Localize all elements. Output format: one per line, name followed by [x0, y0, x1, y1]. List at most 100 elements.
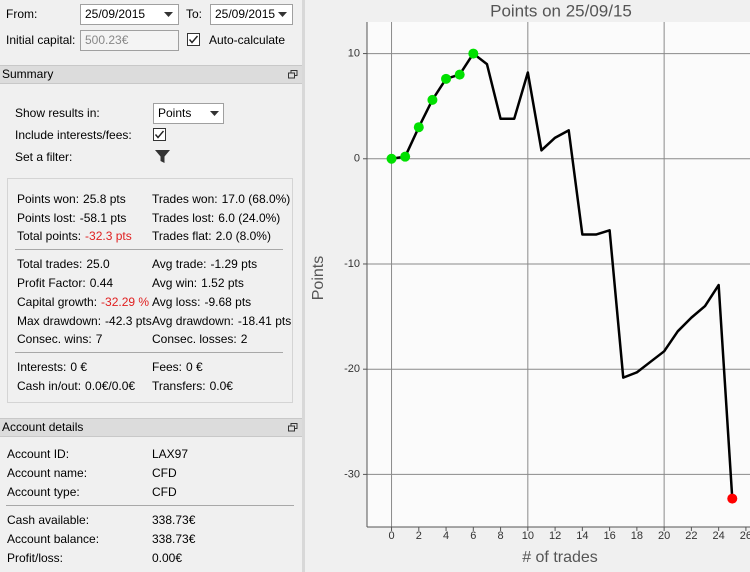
stat-row: Consec. losses: 2 [152, 331, 247, 347]
initial-capital-label: Initial capital: [6, 33, 76, 47]
account-label: Account balance: [7, 532, 100, 546]
x-tick-label: 8 [498, 530, 504, 542]
stat-label: Avg drawdown: [152, 313, 234, 328]
data-point [400, 151, 411, 162]
x-axis-label: # of trades [522, 549, 598, 566]
stat-label: Avg trade: [152, 257, 207, 272]
stat-row: Cash in/out: 0.0€/0.0€ [17, 378, 135, 394]
stat-row: Total points: -32.3 pts [17, 228, 132, 244]
stat-row: Avg win: 1.52 pts [152, 275, 244, 291]
stat-value: 0.0€ [209, 378, 233, 393]
checkbox[interactable] [153, 128, 166, 141]
stat-label: Total points: [17, 229, 82, 244]
plot-area [367, 22, 750, 527]
stat-value: 2.0 (8.0%) [215, 229, 271, 244]
account-value: CFD [152, 485, 177, 499]
summary-header: Summary [0, 65, 302, 84]
account-label: Account ID: [7, 447, 70, 461]
stat-row: Total trades: 25.0 [17, 256, 110, 272]
stat-value: 0.44 [89, 276, 114, 291]
stat-value: 25.8 pts [83, 192, 126, 206]
y-tick-label: 10 [348, 47, 360, 59]
stat-row: Avg loss: -9.68 pts [152, 294, 251, 310]
x-tick-label: 10 [522, 530, 534, 542]
initial-capital-input: 500.23€ [80, 30, 179, 51]
stat-value: 0.0€/0.0€ [85, 378, 136, 393]
stat-row: Avg drawdown: -18.41 pts [152, 313, 291, 329]
stat-row: Trades flat: 2.0 (8.0%) [152, 228, 271, 244]
stat-label: Points lost: [17, 210, 76, 225]
stat-label: Trades lost: [152, 210, 215, 225]
separator [15, 352, 283, 354]
stat-value: -42.3 pts [105, 313, 152, 328]
stats-frame [7, 178, 293, 403]
account-value: 338.73€ [152, 513, 196, 527]
x-tick-label: 0 [388, 530, 394, 542]
stat-value: -32.3 pts [85, 229, 132, 244]
stat-value: -1.29 pts [210, 257, 258, 272]
dropdown-arrow[interactable] [278, 12, 288, 18]
data-point [468, 48, 479, 59]
account-value: 338.73€ [152, 532, 196, 546]
filter-label: Set a filter: [15, 150, 73, 164]
to-label: To: [186, 7, 203, 21]
stat-label: Transfers: [152, 378, 206, 393]
stat-label: Avg loss: [152, 294, 201, 309]
stat-row: Max drawdown: -42.3 pts [17, 313, 152, 329]
stat-row: Fees: 0 € [152, 359, 203, 375]
float-button[interactable] [288, 70, 298, 79]
to-date[interactable]: 25/09/2015 [210, 4, 293, 25]
stat-row: Trades lost: 6.0 (24.0%) [152, 210, 280, 226]
x-tick-label: 26 [740, 530, 750, 542]
account-value: CFD [152, 466, 177, 480]
stat-value: -9.68 pts [204, 294, 252, 309]
stat-label: Consec. wins: [17, 332, 92, 347]
from-date[interactable]: 25/09/2015 [80, 4, 179, 25]
from-label: From: [6, 7, 38, 21]
x-tick-label: 22 [685, 530, 697, 542]
account-header: Account details [0, 418, 302, 437]
chart-title: Points on 25/09/15 [490, 1, 632, 20]
stat-value: 6.0 (24.0%) [218, 210, 281, 225]
stat-value: -18.41 pts [237, 313, 292, 328]
show-results-label: Show results in: [15, 106, 100, 120]
separator [6, 505, 294, 506]
stat-label: Cash in/out: [17, 378, 82, 393]
auto-calculate-label: Auto-calculate [209, 33, 286, 47]
stat-row: Interests: 0 € [17, 359, 87, 375]
y-tick-label: -20 [344, 363, 360, 375]
x-tick-label: 14 [576, 530, 588, 542]
stat-label: Consec. losses: [152, 332, 237, 347]
data-point [386, 153, 397, 164]
panel-divider [302, 0, 305, 572]
stat-row: Points lost: -58.1 pts [17, 210, 126, 226]
stat-value: -32.29 % [101, 294, 150, 309]
show-results-select[interactable]: Points [153, 103, 224, 124]
account-value: 0.00€ [152, 551, 183, 565]
include-fees-label: Include interests/fees: [15, 128, 132, 142]
dropdown-arrow[interactable] [164, 12, 174, 18]
x-tick-label: 12 [549, 530, 561, 542]
stat-label: Avg win: [152, 276, 198, 291]
data-point [454, 69, 465, 80]
dropdown-arrow[interactable] [210, 111, 220, 117]
float-button[interactable] [288, 423, 298, 432]
data-point [441, 73, 452, 84]
checkbox[interactable] [187, 33, 200, 46]
x-tick-label: 2 [416, 530, 422, 542]
account-label: Cash available: [7, 513, 90, 527]
stat-label: Interests: [17, 360, 67, 375]
data-point [413, 122, 424, 133]
account-label: Account name: [7, 466, 88, 480]
y-tick-label: -10 [344, 258, 360, 270]
x-tick-label: 4 [443, 530, 449, 542]
stat-value: 0 € [186, 360, 203, 375]
x-tick-label: 16 [603, 530, 615, 542]
x-tick-label: 24 [713, 530, 725, 542]
y-tick-label: 0 [354, 153, 360, 165]
stat-value: -58.1 pts [79, 210, 127, 225]
stat-label: Max drawdown: [17, 313, 102, 328]
filter-icon[interactable] [155, 149, 171, 165]
